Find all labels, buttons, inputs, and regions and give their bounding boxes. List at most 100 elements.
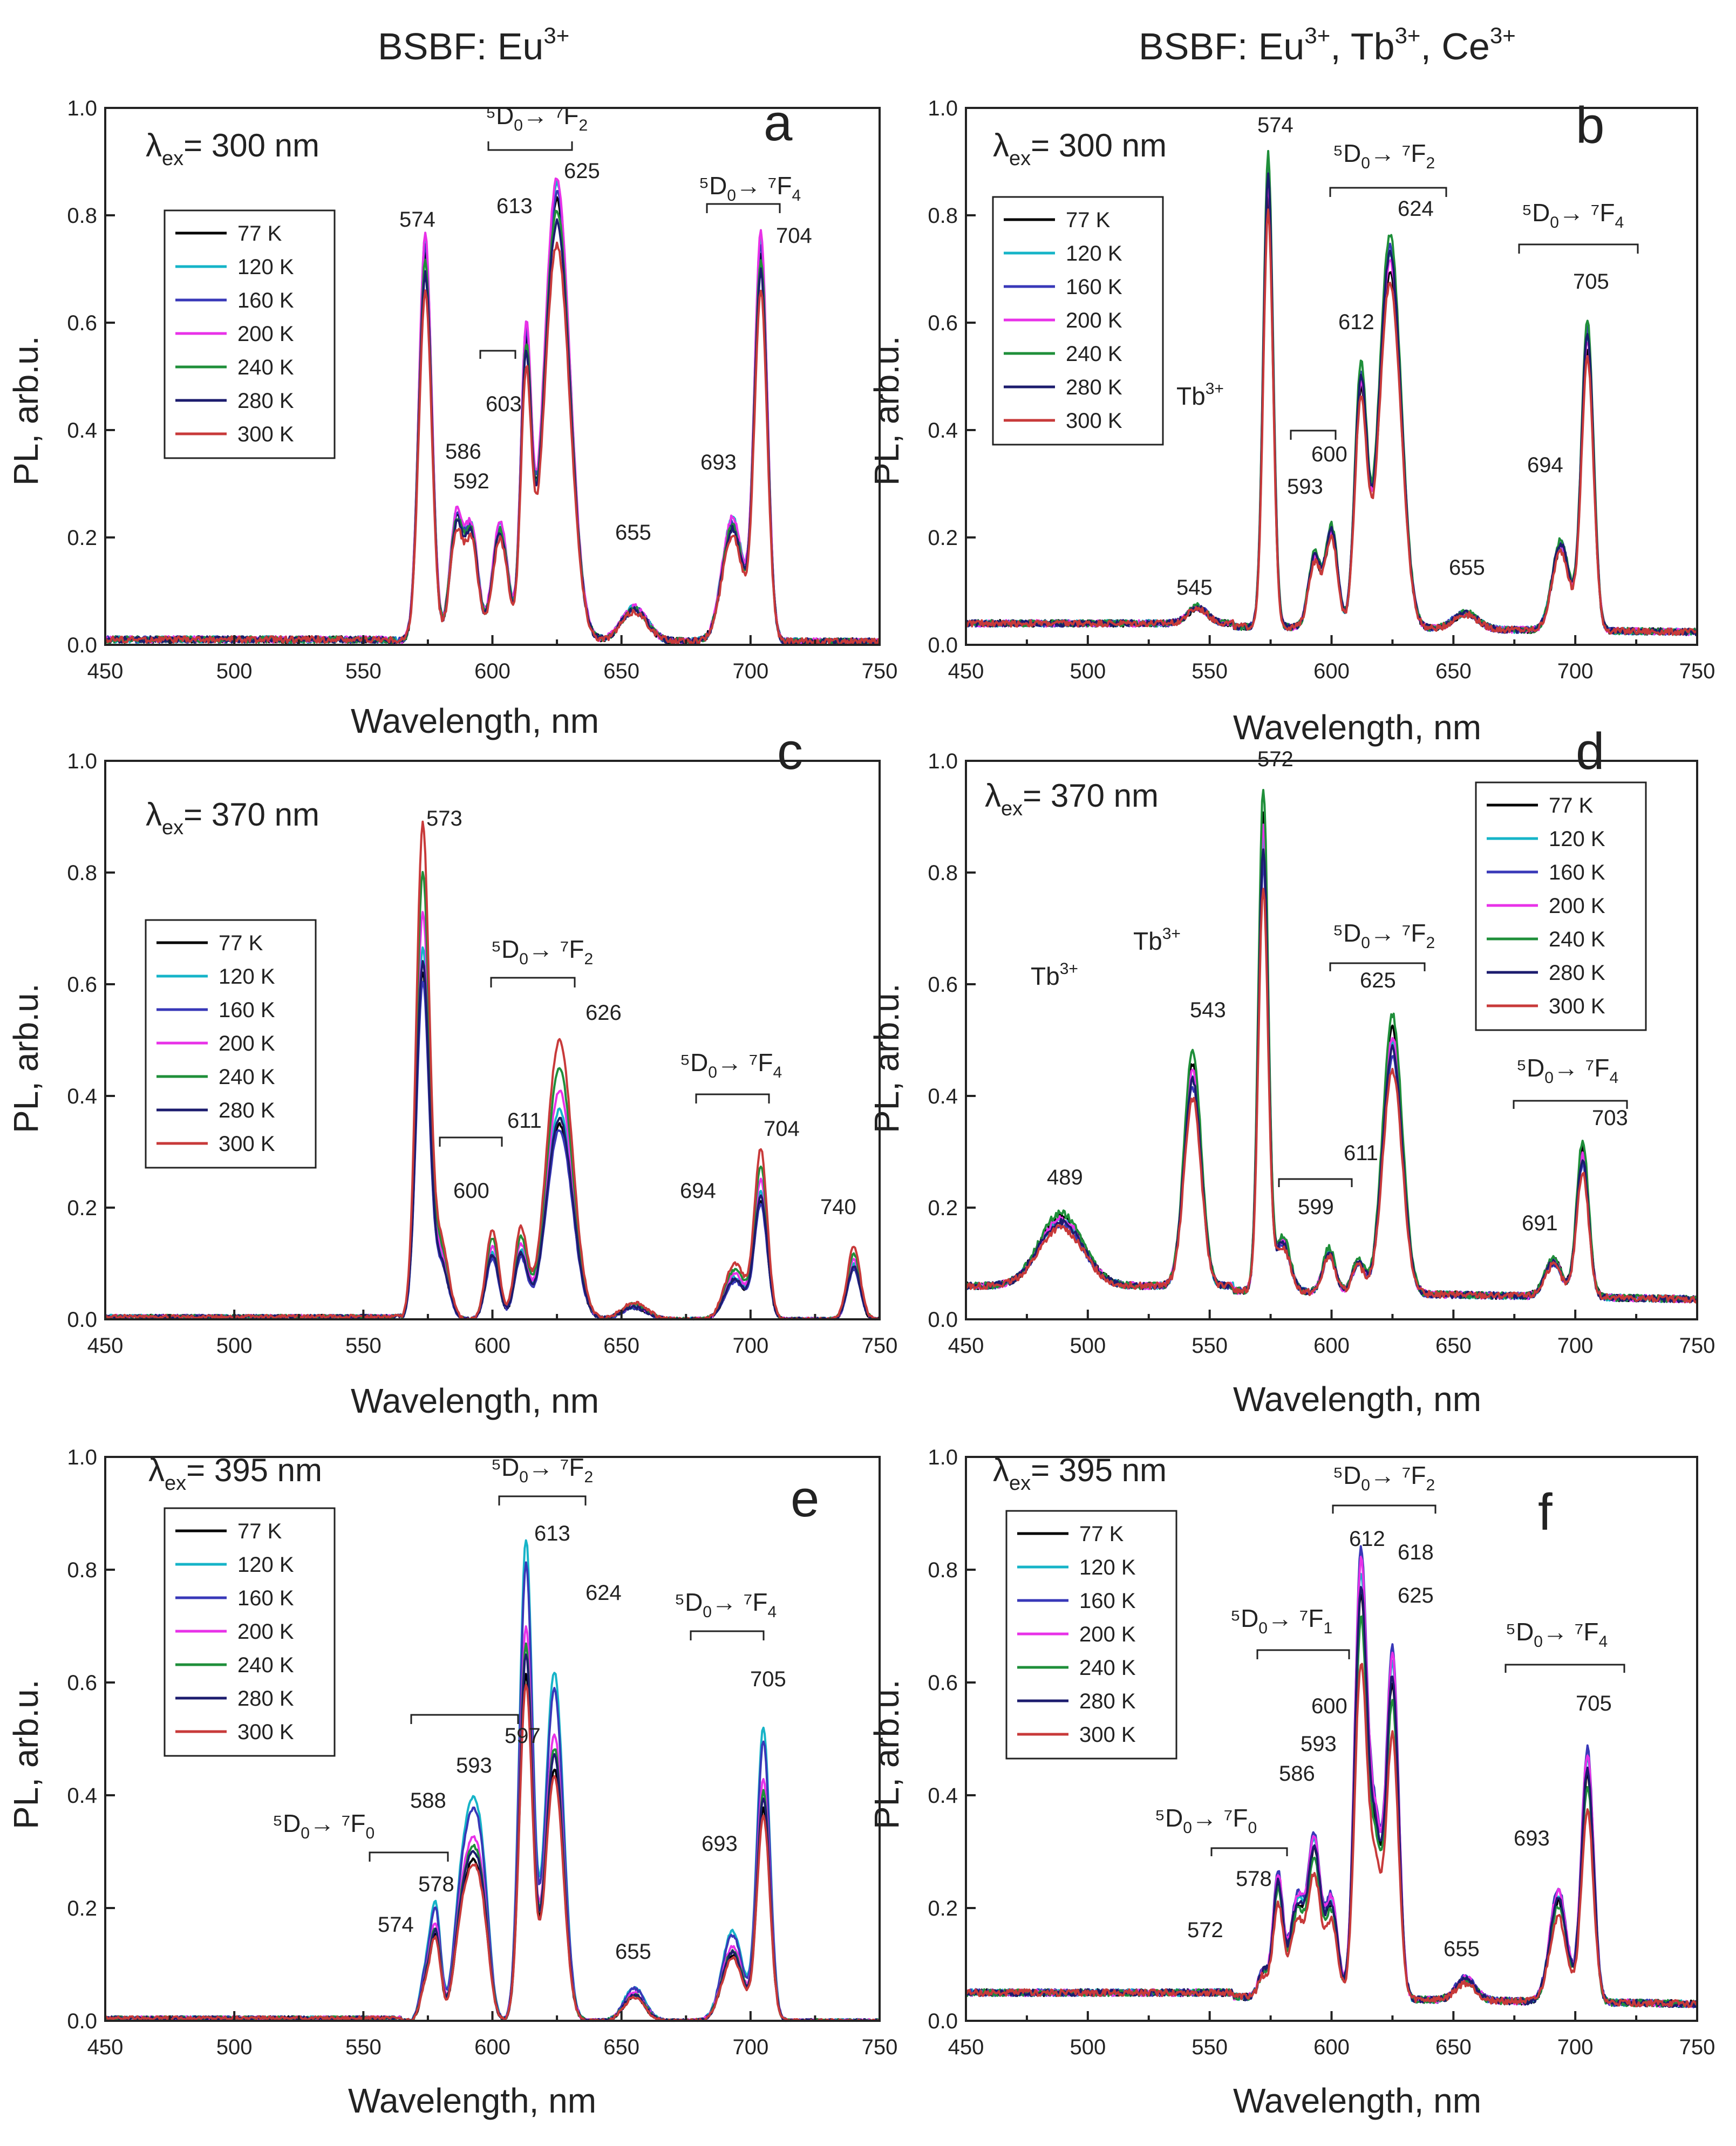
legend-entry: 300 K <box>237 423 294 446</box>
legend-entry: 300 K <box>237 1720 294 1744</box>
peak-label: 625 <box>1398 1584 1434 1607</box>
peak-label: 586 <box>1279 1762 1315 1786</box>
series-line <box>965 888 1698 1304</box>
legend-entry: 300 K <box>1066 409 1122 433</box>
legend: 77 K 120 K 160 K 200 K 240 K 280 K 300 K <box>992 196 1164 446</box>
peak-label: 586 <box>445 440 481 464</box>
y-tick-label: 0.2 <box>67 1897 97 1920</box>
peak-label: 704 <box>776 224 812 248</box>
x-tick-label: 500 <box>1070 659 1106 683</box>
x-tick-label: 700 <box>1557 659 1594 683</box>
legend: 77 K 120 K 160 K 200 K 240 K 280 K 300 K <box>164 209 336 459</box>
bracket <box>369 1851 449 1862</box>
transition-label: ⁵D0→ ⁷F2 <box>1333 919 1435 952</box>
panel-letter: d <box>1576 723 1604 780</box>
peak-label: 655 <box>615 1940 651 1964</box>
y-tick-label: 0.2 <box>67 1196 97 1220</box>
x-tick-label: 750 <box>1679 2035 1715 2059</box>
bracket <box>706 203 781 213</box>
y-tick-label: 0.8 <box>928 1558 958 1582</box>
y-tick-label: 1.0 <box>928 97 958 120</box>
x-tick-label: 700 <box>732 1334 768 1358</box>
x-tick-label: 450 <box>87 659 124 683</box>
legend-entry: 280 K <box>219 1099 275 1122</box>
y-tick-label: 0.8 <box>928 861 958 885</box>
panel-e: 450 500 550 600 650 700 7500.00.20.40.60.81.0 … <box>6 1446 897 2120</box>
bracket <box>1504 1664 1625 1673</box>
transition-label: ⁵D0→ ⁷F4 <box>1506 1618 1608 1651</box>
peak-label: 593 <box>456 1754 492 1777</box>
y-tick-label: 0.6 <box>67 311 97 335</box>
x-tick-label: 550 <box>1192 2035 1228 2059</box>
peak-label: 655 <box>1449 556 1485 580</box>
y-tick-label: 0.6 <box>67 973 97 997</box>
x-tick-label: 650 <box>603 2035 639 2059</box>
peak-label: 489 <box>1047 1166 1083 1189</box>
panel-c: 450 500 550 600 650 700 7500.00.20.40.60.81.0 … <box>6 723 897 1420</box>
peak-label: 704 <box>764 1117 800 1141</box>
x-tick-label: 550 <box>345 659 382 683</box>
peak-label: 694 <box>1527 453 1563 477</box>
x-axis-label: Wavelength, nm <box>351 701 599 740</box>
peak-label: 691 <box>1522 1211 1558 1235</box>
x-tick-label: 750 <box>1679 1334 1715 1358</box>
series-group <box>965 1545 1698 2008</box>
legend-entry: 160 K <box>1079 1589 1136 1613</box>
x-tick-label: 500 <box>216 1334 253 1358</box>
legend-entry: 280 K <box>1549 961 1605 985</box>
transition-label: ⁵D0→ ⁷F2 <box>491 935 593 968</box>
peak-label: 578 <box>1236 1867 1272 1891</box>
x-tick-label: 750 <box>1679 659 1715 683</box>
y-tick-label: 0.8 <box>67 1558 97 1582</box>
legend: 77 K 120 K 160 K 200 K 240 K 280 K 300 K <box>1475 781 1647 1031</box>
x-axis-label: Wavelength, nm <box>1233 2081 1481 2120</box>
series-group <box>965 149 1698 636</box>
peak-label: 612 <box>1338 310 1374 334</box>
peak-label: 592 <box>453 469 489 493</box>
peak-label: 624 <box>586 1581 622 1605</box>
x-axis-label: Wavelength, nm <box>1233 708 1481 747</box>
peak-label: 613 <box>496 194 533 218</box>
peak-label: 625 <box>1360 969 1396 992</box>
bracket <box>439 1136 503 1147</box>
excitation-label: λex= 395 nm <box>993 1452 1167 1495</box>
y-tick-label: 0.4 <box>928 419 958 442</box>
y-axis-label: PL, arb.u. <box>867 1680 906 1830</box>
legend-entry: 77 K <box>219 931 263 955</box>
x-tick-label: 650 <box>603 659 639 683</box>
bracket <box>479 350 516 359</box>
y-tick-label: 0.4 <box>67 1085 97 1108</box>
bracket <box>1332 1504 1437 1514</box>
x-tick-label: 600 <box>1313 1334 1350 1358</box>
x-tick-label: 750 <box>862 1334 898 1358</box>
y-tick-label: 1.0 <box>928 750 958 773</box>
peak-label: 624 <box>1398 197 1434 221</box>
y-tick-label: 0.4 <box>928 1784 958 1808</box>
peak-label: 655 <box>615 521 651 544</box>
x-tick-label: 600 <box>474 659 510 683</box>
tb-label: Tb3+ <box>1133 925 1181 955</box>
y-tick-label: 0.2 <box>928 1897 958 1920</box>
legend-entry: 120 K <box>237 255 294 279</box>
peak-label: 693 <box>1514 1827 1550 1850</box>
panel-letter: e <box>791 1470 819 1528</box>
y-tick-label: 0.0 <box>67 633 97 657</box>
legend-entry: 160 K <box>237 289 294 312</box>
legend-entry: 240 K <box>237 356 294 379</box>
panel-letter: a <box>764 94 793 152</box>
x-tick-label: 750 <box>862 2035 898 2059</box>
x-tick-label: 550 <box>1192 1334 1228 1358</box>
x-tick-label: 450 <box>948 2035 984 2059</box>
legend-entry: 160 K <box>1549 861 1605 884</box>
legend-entry: 120 K <box>1549 827 1605 851</box>
excitation-label: λex= 300 nm <box>146 127 319 170</box>
peak-label: 588 <box>410 1789 446 1813</box>
series-line <box>965 1663 1698 2008</box>
y-axis-label: PL, arb.u. <box>867 336 906 486</box>
legend-entry: 200 K <box>237 1620 294 1644</box>
y-tick-label: 0.0 <box>67 1308 97 1332</box>
peak-label: 572 <box>1257 747 1294 771</box>
peak-label: 578 <box>418 1872 454 1896</box>
bracket <box>498 1495 587 1505</box>
excitation-label: λex= 370 nm <box>146 796 319 839</box>
